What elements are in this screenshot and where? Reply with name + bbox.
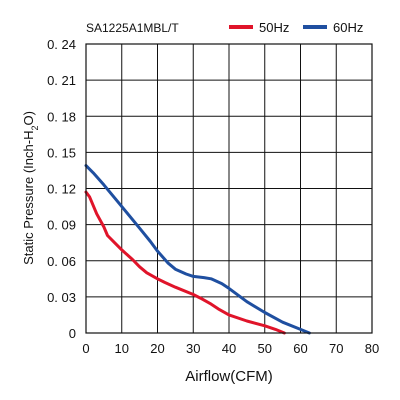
y-tick-label: 0 [69,326,76,341]
x-tick-label: 60 [293,341,307,356]
y-tick-label: 0. 09 [47,218,76,233]
legend-label-50Hz: 50Hz [259,20,289,35]
y-tick-label: 0. 06 [47,254,76,269]
legend: 50Hz 60Hz [229,20,363,35]
x-tick-labels: 0 10 20 30 40 50 60 70 80 [82,341,379,356]
y-tick-label: 0. 18 [47,109,76,124]
plot-frame [85,43,373,334]
y-tick-labels: 0 0. 03 0. 06 0. 09 0. 12 0. 15 0. 18 0. 21 0. 2… [47,37,76,341]
y-tick-label: 0. 03 [47,290,76,305]
x-axis-title: Airflow(CFM) [185,368,273,385]
series-line-50Hz [84,190,286,335]
y-tick-label: 0. 24 [47,37,76,52]
x-tick-label: 70 [329,341,343,356]
series-line-60Hz [84,164,311,335]
legend-label-60Hz: 60Hz [333,20,363,35]
x-tick-label: 40 [222,341,236,356]
x-tick-label: 10 [115,341,129,356]
series-layer [84,164,311,335]
model-label: SA1225A1MBL/T [86,21,179,35]
y-tick-label: 0. 15 [47,145,76,160]
y-tick-label: 0. 21 [47,73,76,88]
x-tick-label: 20 [150,341,164,356]
x-tick-label: 80 [365,341,379,356]
y-axis-title: Static Pressure (Inch-H2O) [21,111,40,265]
x-tick-label: 50 [258,341,272,356]
y-tick-label: 0. 12 [47,182,76,197]
x-tick-label: 30 [186,341,200,356]
x-tick-label: 0 [82,341,89,356]
